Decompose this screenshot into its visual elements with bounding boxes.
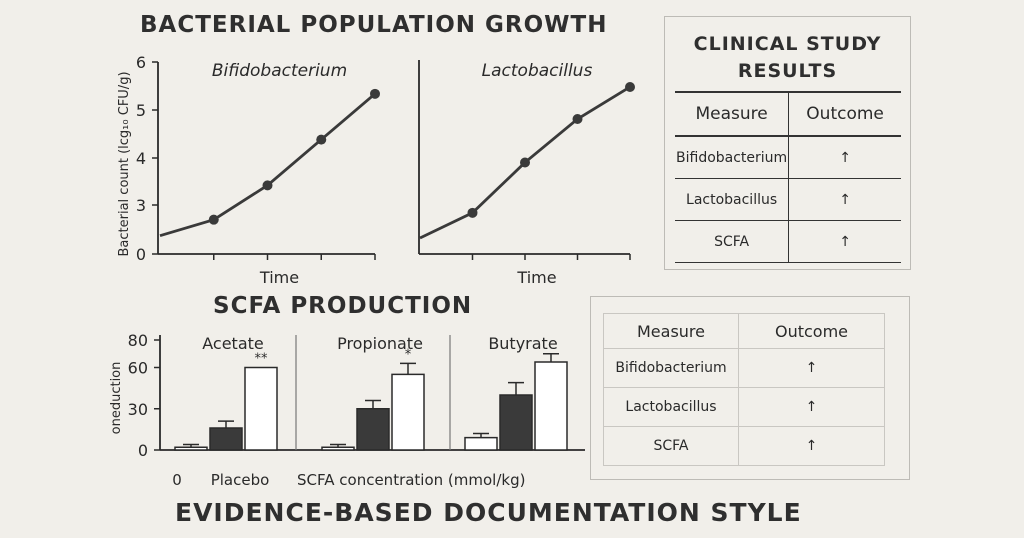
secondary-results-table: Measure Outcome Bifidobacterium ↑ Lactob…	[603, 313, 885, 466]
bar	[321, 446, 355, 451]
lactobacillus-x-axis-label: Time	[516, 268, 556, 287]
group-label-acetate: Acetate	[202, 334, 264, 353]
bar	[244, 366, 278, 451]
bar-y-tick-label: 60	[128, 359, 148, 378]
lactobacillus-panel-title: Lactobacillus	[482, 61, 593, 81]
group-label-propionate: Propionate	[337, 334, 423, 353]
measure-column-header: Measure	[603, 313, 739, 349]
up-arrow-icon: ↑	[738, 348, 885, 388]
up-arrow-icon: ↑	[788, 136, 901, 179]
measure-cell: SCFA	[603, 426, 739, 466]
table-row: Bifidobacterium ↑	[603, 348, 885, 388]
bifidobacterium-panel-title: Bifidobacterium	[212, 61, 347, 81]
x-tick-label: SCFA concentration (mmol/kg)	[297, 471, 525, 489]
table-row: Bifidobacterium ↑	[675, 136, 901, 179]
table-row: Lactobacillus ↑	[675, 178, 901, 221]
bar	[209, 427, 243, 451]
lactobacillus-data-point	[572, 114, 583, 125]
up-arrow-icon: ↑	[788, 220, 901, 263]
y-tick-label: 0	[136, 245, 146, 264]
bifidobacterium-data-point	[262, 180, 273, 191]
bacterial-growth-chart: 0 3 4 5 6 Bacterial count (lcg₁₀ CFU/g) Bifido…	[117, 53, 635, 287]
main-title: BACTERIAL POPULATION GROWTH	[140, 12, 608, 38]
measure-cell: Bifidobacterium	[675, 136, 790, 179]
lactobacillus-data-point	[467, 207, 478, 218]
x-tick-label: 0	[172, 471, 182, 489]
table-row: SCFA ↑	[603, 426, 885, 466]
measure-cell: Lactobacillus	[675, 178, 790, 221]
significance-marker: **	[255, 352, 269, 367]
bifidobacterium-data-point	[370, 88, 380, 99]
measure-column-header: Measure	[675, 91, 790, 137]
measure-cell: Lactobacillus	[603, 387, 739, 427]
scfa-title: SCFA PRODUCTION	[213, 293, 473, 319]
clinical-results-table: Measure Outcome Bifidobacterium ↑ Lactob…	[675, 91, 901, 263]
up-arrow-icon: ↑	[738, 387, 885, 427]
group-label-butyrate: Butyrate	[488, 334, 557, 353]
bar-y-axis-label: oneduction	[109, 362, 124, 435]
bar	[534, 361, 568, 451]
lactobacillus-data-point	[520, 157, 530, 168]
clinical-study-panel: CLINICAL STUDY RESULTS Measure Outcome Bi…	[664, 16, 911, 270]
table-row: SCFA ↑	[675, 220, 901, 263]
up-arrow-icon: ↑	[738, 426, 885, 466]
table-row: Lactobacillus ↑	[603, 387, 885, 427]
y-tick-label: 4	[136, 149, 146, 168]
outcome-column-header: Outcome	[738, 313, 885, 349]
bar-y-tick-label: 30	[128, 400, 148, 419]
bifidobacterium-series-line	[159, 92, 376, 238]
bar-y-tick-label: 0	[138, 441, 148, 460]
footer-title: EVIDENCE-BASED DOCUMENTATION STYLE	[175, 498, 802, 527]
measure-cell: Bifidobacterium	[603, 348, 739, 388]
bifidobacterium-data-point	[316, 134, 327, 145]
bar	[499, 394, 533, 451]
y-axis-label: Bacterial count (lcg₁₀ CFU/g)	[117, 71, 132, 256]
bar	[356, 408, 390, 451]
lactobacillus-data-point	[625, 81, 635, 92]
secondary-results-panel: Measure Outcome Bifidobacterium ↑ Lactob…	[590, 296, 910, 480]
y-tick-label: 6	[136, 53, 146, 72]
bifidobacterium-x-axis-label: Time	[259, 268, 299, 287]
y-tick-label: 5	[136, 101, 146, 120]
up-arrow-icon: ↑	[788, 178, 901, 221]
outcome-column-header: Outcome	[788, 91, 901, 137]
clinical-study-heading: CLINICAL STUDY RESULTS	[693, 33, 882, 82]
scfa-bar-chart: 0 30 60 80 oneduction Acetate** Propionate* But…	[109, 331, 585, 489]
bar	[391, 373, 425, 451]
measure-cell: SCFA	[675, 220, 790, 263]
y-tick-label: 3	[136, 196, 146, 215]
bar	[174, 446, 208, 451]
bar	[464, 436, 498, 451]
bifidobacterium-data-point	[208, 214, 219, 225]
x-tick-label: Placebo	[211, 471, 270, 489]
significance-marker: *	[405, 347, 412, 362]
bar-y-tick-label: 80	[128, 331, 148, 350]
